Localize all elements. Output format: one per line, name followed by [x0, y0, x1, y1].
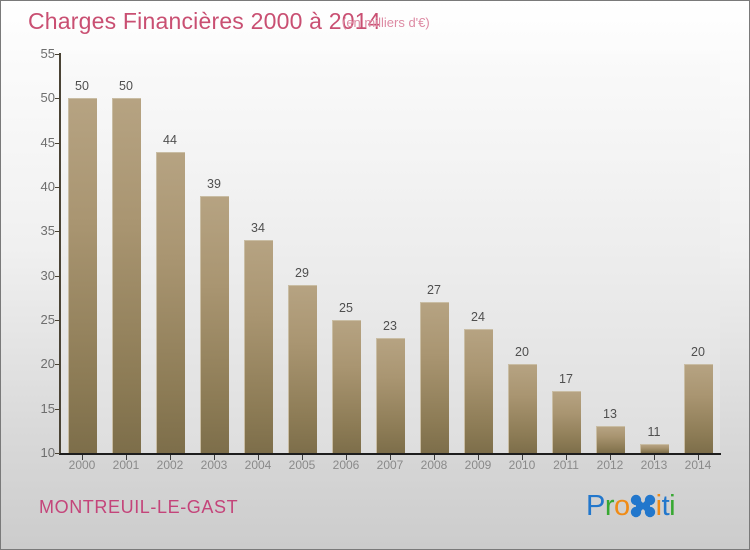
x-axis-tick-label: 2002 — [156, 458, 184, 472]
x-axis-tick — [126, 455, 127, 460]
chart-footer: MONTREUIL-LE-GAST Pro iti — [1, 479, 749, 549]
y-axis-tick-label: 25 — [40, 312, 55, 327]
bar-2013[interactable] — [640, 444, 669, 453]
y-axis-tick — [55, 54, 60, 55]
x-axis-tick — [654, 455, 655, 460]
x-axis-tick-label: 2011 — [553, 458, 579, 472]
bar-2014[interactable] — [684, 364, 713, 453]
bar-value-label: 11 — [647, 425, 661, 440]
bar-2003[interactable] — [200, 195, 229, 453]
bar-value-label: 50 — [119, 79, 133, 94]
y-axis-tick — [55, 231, 60, 233]
bar-value-label: 44 — [163, 132, 177, 147]
bar-value-label: 20 — [691, 345, 705, 360]
y-axis-tick — [55, 364, 60, 366]
logo-letter-0: P — [586, 490, 605, 522]
logo-letter-2: o — [614, 490, 630, 522]
logo-letter-6: i — [669, 490, 676, 522]
chart-header: Charges Financières 2000 à 2014 (en mill… — [1, 1, 749, 41]
x-axis-tick — [566, 455, 567, 460]
proxiti-logo[interactable]: Pro iti — [586, 489, 676, 523]
y-axis-tick-label: 10 — [40, 445, 55, 460]
bar-value-label: 27 — [427, 283, 441, 298]
commune-name: MONTREUIL-LE-GAST — [39, 497, 239, 517]
x-axis-tick-label: 2005 — [288, 458, 316, 472]
x-axis-tick — [302, 455, 303, 460]
bar-2010[interactable] — [508, 364, 537, 453]
bar-value-label: 17 — [559, 371, 573, 386]
x-axis-tick-label: 2000 — [68, 458, 96, 472]
bar-2002[interactable] — [156, 151, 185, 453]
bar-2009[interactable] — [464, 328, 493, 453]
bar-value-label: 13 — [603, 407, 617, 422]
chart-subtitle: (en milliers d'€) — [342, 15, 430, 30]
bar-2012[interactable] — [596, 426, 625, 453]
x-axis-tick — [82, 455, 83, 460]
bar-value-label: 29 — [295, 265, 309, 280]
logo-letter-5: t — [661, 490, 670, 522]
x-axis-tick-label: 2003 — [200, 458, 228, 472]
y-axis-tick — [55, 453, 60, 454]
bar-2011[interactable] — [552, 390, 581, 453]
bar-value-label: 25 — [339, 301, 353, 315]
y-axis-tick — [55, 320, 60, 321]
bar-value-label: 24 — [471, 309, 485, 324]
bar-2001[interactable] — [112, 98, 141, 453]
x-axis-tick-label: 2009 — [464, 458, 492, 472]
bar-2006[interactable] — [332, 320, 361, 453]
x-axis-tick — [390, 455, 391, 460]
x-axis-tick-label: 2007 — [376, 458, 404, 472]
x-axis-tick — [478, 455, 479, 460]
page-title: Charges Financières 2000 à 2014 — [28, 8, 381, 34]
x-axis-tick-label: 2010 — [508, 458, 536, 472]
y-axis-tick-label: 35 — [40, 223, 55, 239]
x-axis-tick-label: 2001 — [112, 458, 140, 472]
x-axis-tick — [522, 455, 523, 460]
x-axis-tick — [170, 455, 171, 460]
bar-value-label: 23 — [383, 318, 397, 333]
y-axis-tick-label: 15 — [40, 400, 55, 416]
bar-2004[interactable] — [244, 240, 273, 453]
y-axis-tick-label: 50 — [40, 90, 55, 106]
y-axis-tick-label: 55 — [40, 46, 55, 61]
x-axis-tick-label: 2013 — [640, 458, 668, 472]
y-axis-tick — [55, 408, 60, 410]
bar-value-label: 20 — [515, 345, 529, 360]
bar-2005[interactable] — [288, 284, 317, 453]
bar-value-label: 39 — [207, 176, 221, 191]
y-axis-tick-label: 30 — [40, 267, 55, 283]
x-axis-tick-label: 2008 — [420, 458, 448, 472]
bar-2000[interactable] — [68, 98, 97, 453]
x-axis-tick-label: 2014 — [684, 458, 712, 472]
x-axis-tick — [346, 455, 347, 460]
y-axis-tick — [55, 142, 60, 144]
bar-value-label: 34 — [251, 221, 265, 236]
bar-2008[interactable] — [420, 302, 449, 453]
y-axis-tick — [55, 187, 60, 188]
x-axis-tick — [698, 455, 699, 460]
x-axis-tick-label: 2006 — [332, 458, 360, 472]
x-axis-tick — [434, 455, 435, 460]
logo-letter-1: r — [604, 490, 615, 522]
x-axis-line — [59, 453, 721, 455]
x-axis-tick-label: 2012 — [596, 458, 624, 472]
x-axis-tick — [258, 455, 259, 460]
x-axis-tick — [610, 455, 611, 460]
x-axis-tick-label: 2004 — [244, 458, 272, 472]
y-axis-tick-label: 45 — [40, 134, 55, 150]
y-axis-tick-label: 20 — [40, 356, 55, 372]
logo-letter-4: i — [655, 490, 662, 522]
y-axis-line — [59, 53, 61, 454]
x-axis-tick — [214, 455, 215, 460]
y-axis-tick-label: 40 — [40, 179, 55, 194]
bar-value-label: 50 — [75, 79, 89, 94]
bar-2007[interactable] — [376, 337, 405, 453]
y-axis-tick — [55, 98, 60, 100]
y-axis-tick — [55, 275, 60, 277]
logo-x-icon — [630, 494, 656, 518]
